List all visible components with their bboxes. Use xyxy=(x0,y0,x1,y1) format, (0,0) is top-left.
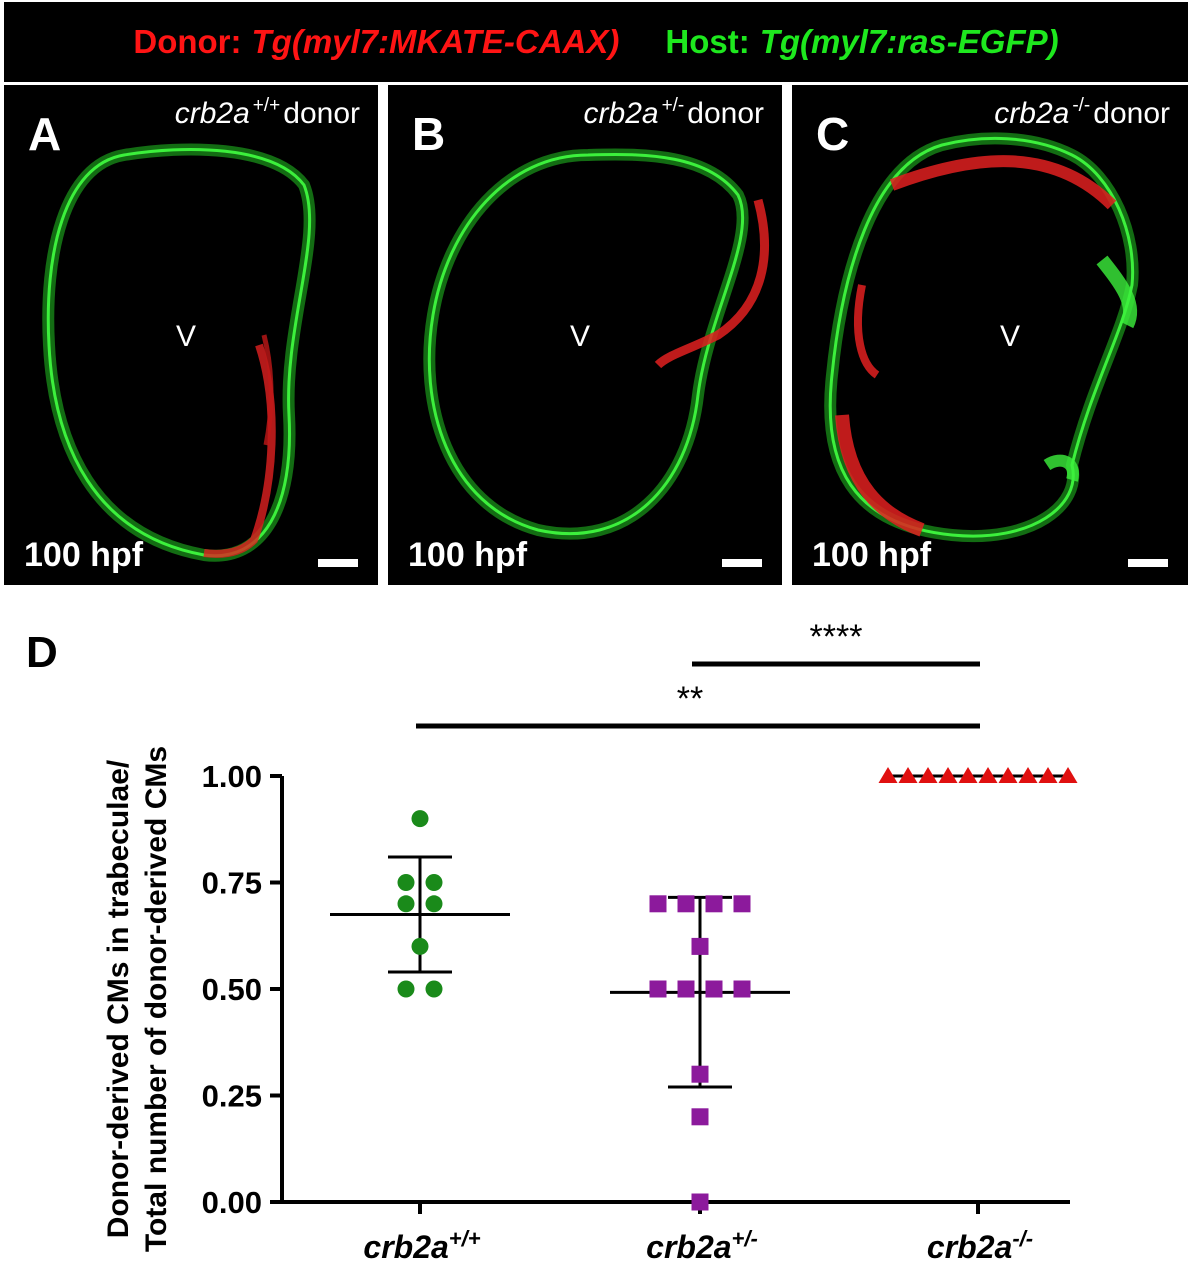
ventricle-label-a: V xyxy=(176,320,197,353)
donor-transgene: Tg(myl7:MKATE-CAAX) xyxy=(251,23,620,60)
ventricle-label-b: V xyxy=(570,320,591,353)
time-label-b: 100 hpf xyxy=(408,536,528,574)
micrograph-panel-a: A crb2a +/+ donor V 100 hpf xyxy=(4,85,378,585)
data-point xyxy=(691,937,709,955)
host-label: Host: xyxy=(665,23,750,60)
y-tick-label: 0.00 xyxy=(202,1185,262,1220)
panel-genotype-b: crb2a +/- donor xyxy=(583,95,764,130)
panel-letter-b: B xyxy=(412,108,446,160)
data-point xyxy=(397,874,415,891)
data-point xyxy=(691,1065,709,1083)
panel-letter-c: C xyxy=(816,108,850,160)
scale-bar-c xyxy=(1128,559,1168,567)
y-tick-label: 0.50 xyxy=(202,972,262,1007)
data-point xyxy=(411,810,429,828)
data-point xyxy=(677,980,695,998)
data-point xyxy=(918,767,938,783)
heart-image-b xyxy=(423,148,769,540)
fluorophore-legend: Donor: Tg(myl7:MKATE-CAAX) Host: Tg(myl7… xyxy=(4,2,1188,82)
heart-image-a xyxy=(42,143,316,562)
x-tick-label: crb2a-/- xyxy=(927,1226,1033,1265)
data-point xyxy=(998,767,1018,783)
scale-bar-a xyxy=(318,559,358,567)
panel-genotype-a: crb2a +/+ donor xyxy=(174,95,360,130)
heart-image-c xyxy=(824,132,1139,543)
data-point xyxy=(425,980,443,998)
panel-genotype-c: crb2a -/- donor xyxy=(994,95,1170,130)
data-point xyxy=(705,895,723,913)
data-point xyxy=(958,767,978,783)
y-axis-label: Donor-derived CMs in trabeculae/Total nu… xyxy=(102,746,173,1252)
x-tick-label: crb2a+/- xyxy=(646,1226,758,1265)
data-point xyxy=(425,874,443,891)
donor-label: Donor: xyxy=(133,23,242,60)
data-point xyxy=(878,767,898,783)
micrograph-panel-c: C crb2a -/- donor V 100 hpf xyxy=(792,85,1188,585)
data-point xyxy=(978,767,998,783)
data-point xyxy=(425,895,443,913)
ventricle-label-c: V xyxy=(1000,320,1021,353)
micrograph-panel-b: B crb2a +/- donor V 100 hpf xyxy=(388,85,782,585)
time-label-a: 100 hpf xyxy=(24,536,144,574)
data-point xyxy=(898,767,918,783)
y-tick-label: 1.00 xyxy=(202,759,262,794)
significance-label: **** xyxy=(810,618,863,656)
data-point xyxy=(649,895,667,913)
time-label-c: 100 hpf xyxy=(812,536,932,574)
data-point xyxy=(411,937,429,955)
data-point xyxy=(1018,767,1038,783)
data-point xyxy=(677,895,695,913)
data-point xyxy=(691,1108,709,1126)
data-point xyxy=(397,980,415,998)
panel-letter-a: A xyxy=(28,108,62,160)
significance-label: ** xyxy=(677,680,703,718)
data-point xyxy=(733,895,751,913)
data-point xyxy=(1058,767,1078,783)
data-point xyxy=(397,895,415,913)
panel-letter-d: D xyxy=(26,628,58,677)
data-point xyxy=(649,980,667,998)
x-tick-label: crb2a+/+ xyxy=(363,1226,480,1265)
data-point xyxy=(691,1193,709,1211)
scatter-chart: 0.00 0.25 0.50 0.75 1.00 Donor-derived CMs in… xyxy=(102,618,1078,1265)
data-point xyxy=(705,980,723,998)
data-point xyxy=(1038,767,1058,783)
host-transgene: Tg(myl7:ras-EGFP) xyxy=(759,23,1059,60)
data-point xyxy=(733,980,751,998)
y-tick-label: 0.75 xyxy=(202,866,262,901)
scale-bar-b xyxy=(722,559,762,567)
y-tick-label: 0.25 xyxy=(202,1079,262,1114)
data-point xyxy=(938,767,958,783)
